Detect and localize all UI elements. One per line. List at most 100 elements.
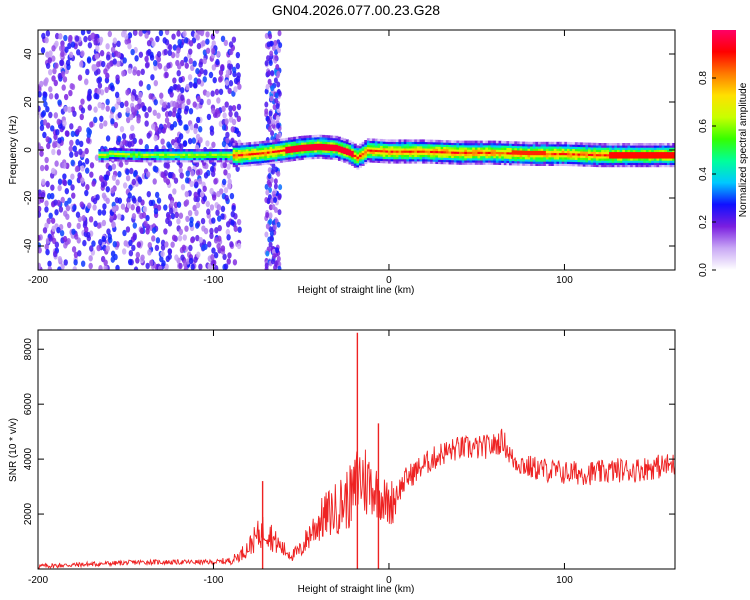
spectrogram-ridge-cell (185, 151, 189, 154)
spectrogram-ridge-cell (251, 154, 255, 158)
spectrogram-ridge-cell (448, 142, 452, 146)
spectrogram-ridge-cell (590, 142, 594, 146)
spectrogram-noise-speck (83, 35, 88, 43)
spectrogram-noise-speck (80, 177, 85, 184)
spectrogram-ridge-cell (519, 163, 523, 166)
spectrogram-noise-speck (127, 141, 132, 148)
spectrogram-ridge-cell (269, 142, 273, 145)
spectrogram-ridge-cell (582, 142, 586, 146)
spectrogram-ridge-cell (606, 164, 610, 168)
spectrogram-noise-speck (273, 77, 278, 84)
spectrogram-ridge-cell (540, 143, 544, 147)
spectrogram-ridge-cell (303, 152, 307, 156)
spectrogram-noise-speck (223, 39, 229, 47)
spectrogram-ridge-cell (466, 160, 470, 163)
spectrogram-ridge-cell (180, 149, 184, 152)
spectrogram-ridge-cell (427, 158, 431, 162)
spectrogram-noise-speck (205, 38, 210, 45)
spectrogram-ridge-cell (287, 143, 291, 147)
spectrogram-ridge-cell (580, 142, 584, 145)
spectrogram-ridge-cell (185, 157, 189, 161)
spectrogram-ridge-cell (459, 144, 463, 148)
spectrogram-ridge-cell (216, 155, 220, 159)
spectrogram-ridge-cell (635, 149, 639, 153)
spectrogram-ridge-cell (282, 146, 286, 150)
spectrogram-ridge-cell (277, 151, 281, 155)
spectrogram-ridge-cell (456, 144, 460, 148)
spectrogram-ridge-cell (485, 140, 489, 144)
spectrogram-noise-speck (73, 251, 79, 259)
spectrogram-noise-speck (120, 203, 126, 210)
spectrogram-noise-speck (97, 209, 102, 216)
spectrogram-noise-speck (125, 226, 131, 233)
spectrogram-ridge-cell (485, 147, 489, 150)
spectrogram-noise-speck (99, 122, 104, 130)
spectrogram-ridge-cell (601, 145, 605, 148)
spectrogram-ridge-cell (524, 163, 528, 166)
spectrogram-ridge-cell (295, 149, 299, 152)
spectrogram-ridge-cell (522, 150, 526, 153)
spectrogram-noise-speck (81, 215, 86, 222)
spectrogram-noise-speck (237, 83, 242, 90)
spectrogram-ridge-cell (477, 142, 481, 146)
spectrogram-ridge-cell (472, 153, 476, 157)
spectrogram-ridge-cell (245, 151, 249, 154)
spectrogram-ridge-cell (114, 158, 118, 162)
spectrogram-ridge-cell (253, 148, 257, 151)
spectrogram-ridge-cell (614, 143, 618, 146)
spectrogram-noise-speck (170, 51, 176, 59)
spectrogram-ridge-cell (290, 147, 294, 151)
spectrogram-noise-speck (64, 187, 70, 195)
spectrogram-ridge-cell (353, 143, 357, 147)
spectrogram-ridge-cell (559, 156, 563, 160)
spectrogram-ridge-cell (477, 162, 481, 165)
spectrogram-ridge-cell (427, 141, 431, 145)
top-x-axis-label: Height of straight line (km) (298, 285, 415, 296)
spectrogram-ridge-cell (540, 156, 544, 160)
spectrogram-ridge-cell (551, 156, 555, 160)
spectrogram-ridge-cell (409, 139, 413, 142)
spectrogram-ridge-cell (316, 141, 320, 144)
spectrogram-ridge-cell (314, 143, 318, 147)
spectrogram-ridge-cell (630, 147, 634, 150)
spectrogram-ridge-cell (616, 153, 620, 157)
spectrogram-ridge-cell (461, 144, 465, 148)
spectrogram-noise-speck (72, 110, 77, 117)
spectrogram-ridge-cell (172, 151, 176, 154)
spectrogram-ridge-cell (487, 149, 491, 152)
spectrogram-ridge-cell (561, 152, 565, 156)
spectrogram-ridge-cell (432, 139, 436, 143)
spectrogram-ridge-cell (427, 139, 431, 143)
spectrogram-ridge-cell (222, 159, 226, 163)
spectrogram-ridge-cell (106, 157, 110, 161)
spectrogram-ridge-cell (266, 157, 270, 161)
spectrogram-ridge-cell (237, 143, 241, 146)
spectrogram-ridge-cell (269, 140, 273, 143)
spectrogram-ridge-cell (266, 144, 270, 148)
spectrogram-ridge-cell (348, 157, 352, 161)
spectrogram-ridge-cell (314, 145, 318, 149)
spectrogram-ridge-cell (332, 157, 336, 160)
x-tick-label: 100 (556, 575, 573, 586)
spectrogram-ridge-cell (653, 160, 657, 163)
spectrogram-ridge-cell (432, 157, 436, 160)
spectrogram-noise-speck (80, 98, 85, 105)
spectrogram-ridge-cell (114, 154, 118, 158)
spectrogram-ridge-cell (522, 143, 526, 147)
spectrogram-ridge-cell (474, 162, 478, 165)
spectrogram-noise-speck (201, 244, 206, 252)
spectrogram-ridge-cell (601, 149, 605, 153)
spectrogram-ridge-cell (503, 149, 507, 153)
spectrogram-ridge-cell (193, 151, 197, 154)
spectrogram-ridge-cell (398, 158, 402, 162)
spectrogram-ridge-cell (651, 162, 655, 166)
spectrogram-noise-speck (133, 266, 139, 270)
spectrogram-ridge-cell (101, 149, 105, 152)
spectrogram-noise-speck (165, 162, 170, 169)
spectrogram-ridge-cell (630, 153, 634, 157)
spectrogram-ridge-cell (324, 152, 328, 155)
spectrogram-ridge-cell (627, 145, 631, 148)
spectrogram-ridge-cell (456, 151, 460, 154)
spectrogram-ridge-cell (535, 143, 539, 147)
spectrogram-ridge-cell (398, 150, 402, 153)
